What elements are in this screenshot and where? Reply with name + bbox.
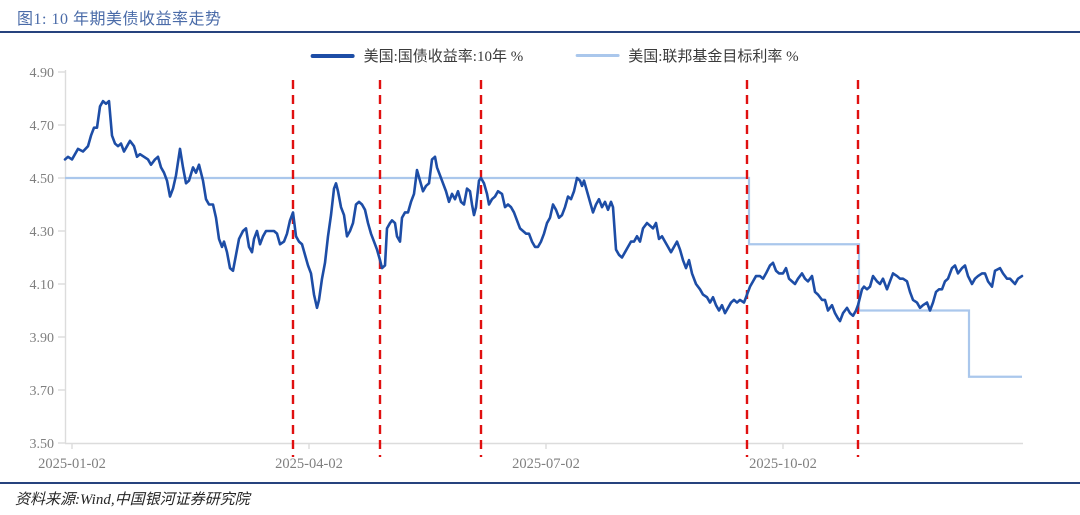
top-divider — [0, 31, 1080, 33]
fed-funds-target-line — [65, 176, 1022, 378]
y-tick-label: 3.70 — [30, 384, 55, 399]
x-tick-label: 2025-04-02 — [275, 456, 343, 472]
y-tick-label: 3.90 — [30, 331, 55, 346]
y-tick-label: 3.50 — [30, 437, 55, 452]
chart-legend: 美国:国债收益率:10年 % 美国:联邦基金目标利率 % — [310, 45, 799, 66]
y-tick-label: 4.30 — [30, 225, 55, 240]
y-tick-label: 4.70 — [30, 119, 55, 134]
legend-label: 美国:国债收益率:10年 % — [363, 49, 524, 65]
x-tick-label: 2025-01-02 — [38, 456, 106, 472]
x-tick-label: 2025-07-02 — [512, 456, 580, 472]
y-tick-label: 4.10 — [30, 278, 55, 293]
legend-item-fed-funds: 美国:联邦基金目标利率 % — [575, 45, 799, 66]
y-tick-label: 4.50 — [30, 172, 55, 187]
fed-funds-line-swatch — [575, 54, 620, 57]
treasury-line-swatch — [310, 53, 355, 58]
legend-item-treasury: 美国:国债收益率:10年 % — [310, 45, 524, 66]
legend-label: 美国:联邦基金目标利率 % — [628, 49, 799, 65]
figure-title: 图1: 10 年期美债收益率走势 — [17, 11, 222, 28]
data-source-note: 资料来源:Wind,中国银河证券研究院 — [15, 492, 250, 508]
y-tick-label: 4.90 — [30, 66, 55, 81]
bottom-divider — [0, 482, 1080, 484]
treasury-yield-line — [63, 99, 1024, 323]
x-tick-label: 2025-10-02 — [749, 456, 817, 472]
